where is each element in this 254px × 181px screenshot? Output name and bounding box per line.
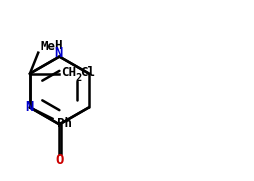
Text: Ph: Ph xyxy=(56,117,71,130)
Text: CH: CH xyxy=(61,66,76,79)
Text: H: H xyxy=(53,39,61,52)
Text: N: N xyxy=(26,100,34,114)
Text: N: N xyxy=(54,46,62,60)
Text: Me: Me xyxy=(41,40,56,53)
Text: O: O xyxy=(55,153,63,167)
Text: 2: 2 xyxy=(75,73,82,83)
Text: Cl: Cl xyxy=(80,66,95,79)
